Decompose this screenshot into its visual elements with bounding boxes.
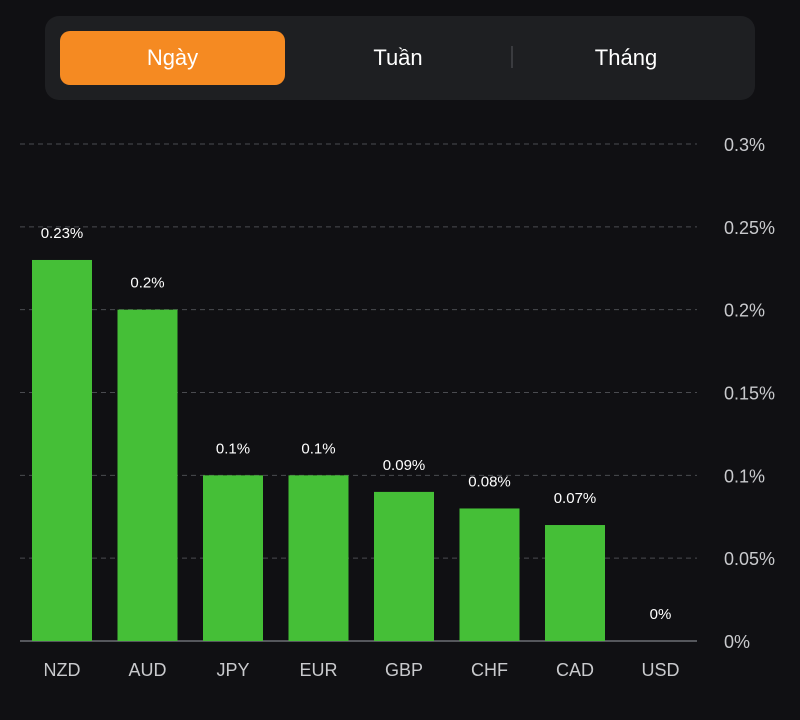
bar-eur	[288, 475, 349, 641]
data-label: 0%	[650, 606, 672, 623]
bar-chf	[459, 508, 520, 641]
y-tick-label: 0.25%	[724, 218, 775, 238]
data-label: 0.08%	[468, 473, 511, 490]
y-tick-label: 0.3%	[724, 135, 765, 155]
bar-nzd	[32, 259, 92, 641]
tab-separator	[511, 46, 513, 68]
bar-gbp	[374, 491, 434, 641]
data-label: 0.1%	[301, 440, 335, 457]
tab-week[interactable]: Tuần	[373, 45, 423, 70]
bar-jpy	[203, 475, 263, 641]
data-label: 0.23%	[41, 225, 84, 242]
y-tick-label: 0.1%	[724, 466, 765, 486]
data-label: 0.1%	[216, 440, 250, 457]
x-tick-label: JPY	[216, 660, 249, 680]
x-tick-label: USD	[641, 660, 679, 680]
data-label: 0.07%	[554, 490, 597, 507]
y-tick-label: 0.2%	[724, 301, 765, 321]
x-tick-label: CAD	[556, 660, 594, 680]
x-tick-label: EUR	[299, 660, 337, 680]
period-segmented-control: Ngày Tuần Tháng	[45, 16, 755, 100]
data-label: 0.09%	[383, 457, 426, 474]
data-label: 0.2%	[130, 275, 164, 292]
y-tick-label: 0.15%	[724, 384, 775, 404]
y-tick-label: 0.05%	[724, 549, 775, 569]
y-tick-label: 0%	[724, 632, 750, 652]
bar-aud	[117, 309, 178, 641]
x-tick-label: AUD	[128, 660, 166, 680]
tab-month[interactable]: Tháng	[594, 45, 658, 70]
x-tick-label: NZD	[44, 660, 81, 680]
tab-day[interactable]: Ngày	[60, 31, 285, 85]
bar-cad	[545, 525, 605, 641]
x-tick-label: GBP	[385, 660, 423, 680]
x-tick-label: CHF	[471, 660, 508, 680]
